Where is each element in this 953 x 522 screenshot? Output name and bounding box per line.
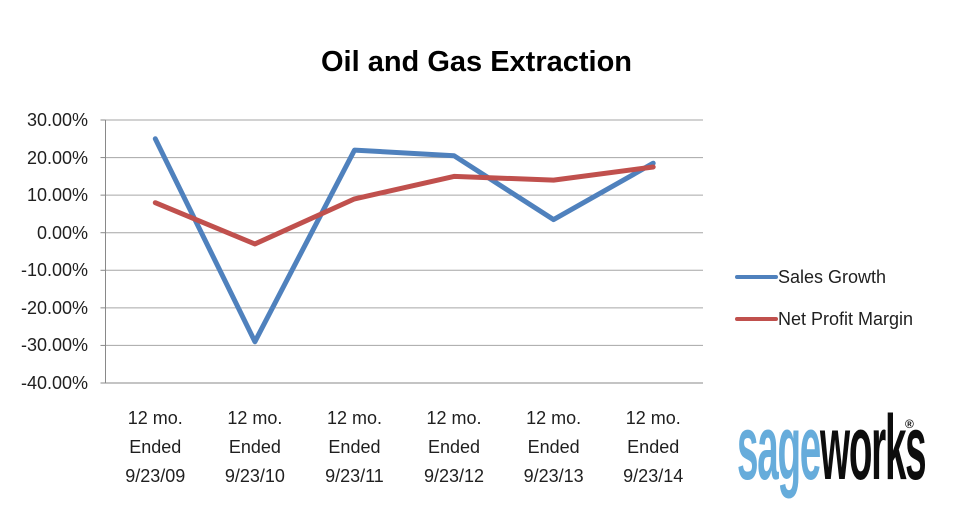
x-axis-label: 12 mo. Ended 9/23/11 — [325, 408, 384, 486]
y-axis-label: -10.00% — [20, 260, 88, 281]
x-axis-label: 12 mo. Ended 9/23/14 — [623, 408, 684, 486]
y-axis-label: -20.00% — [20, 297, 88, 318]
sageworks-logo-works: works — [820, 397, 927, 499]
y-axis-label: 0.00% — [36, 222, 88, 243]
sageworks-logo-text: sageworks — [737, 402, 927, 494]
legend-item-sales-growth: Sales Growth — [735, 266, 886, 288]
series-line-0 — [152, 136, 656, 345]
x-axis-label: 12 mo. Ended 9/23/10 — [224, 408, 285, 486]
x-axis-label: 12 mo. Ended 9/23/09 — [125, 408, 186, 486]
y-axis-label: 20.00% — [26, 147, 88, 168]
legend-label-sales-growth: Sales Growth — [778, 266, 887, 287]
y-axis-label: 10.00% — [26, 185, 88, 206]
legend-line-swatch-net-profit-margin — [735, 317, 778, 321]
legend-item-net-profit-margin: Net Profit Margin — [735, 308, 913, 330]
x-axis-label: 12 mo. Ended 9/23/12 — [424, 408, 485, 486]
series-line-1 — [152, 164, 656, 247]
registered-trademark-icon: ® — [905, 417, 914, 431]
x-axis-label: 12 mo. Ended 9/23/13 — [523, 408, 584, 486]
y-axis-label: -30.00% — [20, 335, 88, 356]
legend-label-net-profit-margin: Net Profit Margin — [778, 308, 914, 329]
y-axis-label: -40.00% — [20, 373, 88, 393]
legend-line-swatch-sales-growth — [735, 275, 778, 279]
sageworks-logo-sage: sage — [737, 397, 821, 499]
chart-title: Oil and Gas Extraction — [320, 46, 633, 78]
y-axis-label: 30.00% — [26, 110, 88, 130]
sageworks-logo: sageworks — [737, 402, 953, 494]
